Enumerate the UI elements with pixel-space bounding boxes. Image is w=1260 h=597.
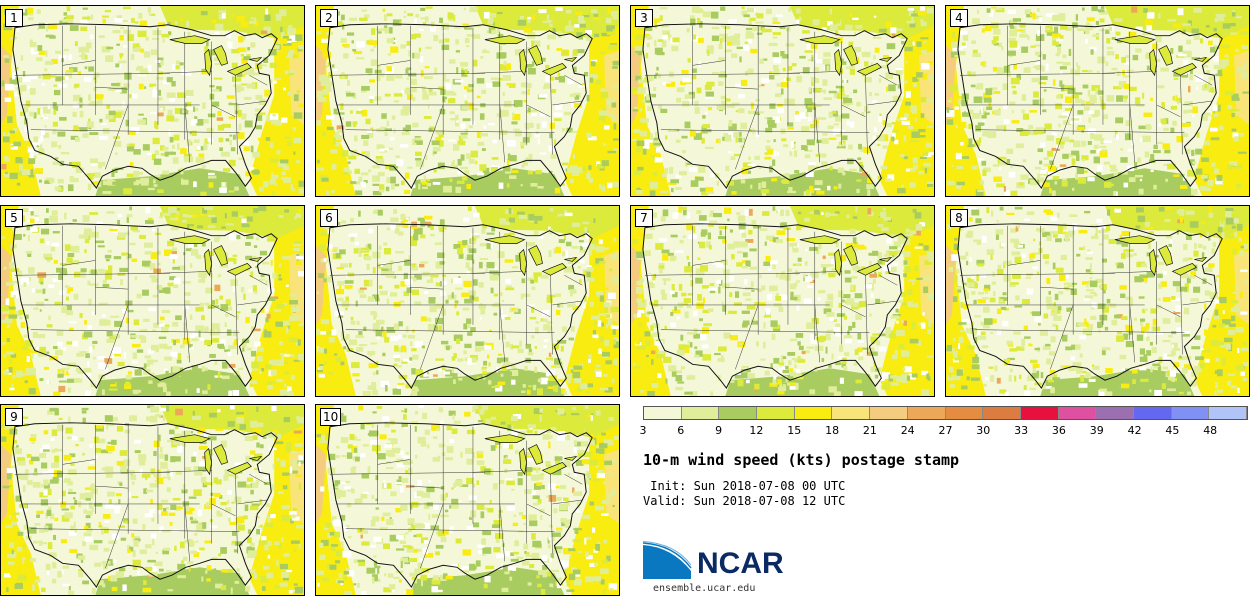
member-number-label: 9 — [5, 408, 23, 426]
colorbar-tick-label: 3 — [639, 424, 647, 437]
member-number-label: 1 — [5, 9, 23, 27]
colorbar-segment — [870, 407, 908, 419]
ensemble-member-panel: 9 — [0, 404, 305, 596]
colorbar-tick-label: 48 — [1203, 424, 1218, 437]
colorbar-segment — [1058, 407, 1097, 419]
wind-speed-map — [316, 6, 619, 196]
colorbar-segment — [681, 407, 720, 419]
ensemble-member-panel: 8 — [945, 205, 1250, 397]
colorbar-segment — [945, 407, 984, 419]
colorbar-tick-label: 9 — [715, 424, 723, 437]
colorbar-segment — [794, 407, 833, 419]
member-number-label: 7 — [635, 209, 653, 227]
plot-title: 10-m wind speed (kts) postage stamp — [643, 451, 960, 469]
colorbar-tick-label: 36 — [1051, 424, 1066, 437]
wind-speed-map — [946, 6, 1249, 196]
logo-wordmark: NCAR — [697, 547, 784, 580]
colorbar — [643, 406, 1248, 420]
member-number-label: 4 — [950, 9, 968, 27]
member-number-label: 3 — [635, 9, 653, 27]
wind-speed-map — [631, 206, 934, 396]
wind-speed-map — [316, 206, 619, 396]
member-number-label: 10 — [320, 408, 342, 426]
colorbar-tick-label: 6 — [677, 424, 685, 437]
colorbar-segment — [1209, 407, 1247, 419]
colorbar-segment — [832, 407, 871, 419]
colorbar-tick-label: 30 — [976, 424, 991, 437]
wind-speed-map — [316, 405, 619, 595]
ensemble-member-panel: 3 — [630, 5, 935, 197]
ensemble-member-panel: 7 — [630, 205, 935, 397]
colorbar-tick-label: 24 — [900, 424, 915, 437]
colorbar-segment — [1096, 407, 1134, 419]
ensemble-member-panel: 5 — [0, 205, 305, 397]
valid-time: Valid: Sun 2018-07-08 12 UTC — [643, 494, 846, 508]
colorbar-segment — [719, 407, 758, 419]
colorbar-tick-label: 45 — [1165, 424, 1180, 437]
init-time: Init: Sun 2018-07-08 00 UTC — [643, 479, 846, 493]
colorbar-segment — [983, 407, 1021, 419]
colorbar-tick-label: 39 — [1089, 424, 1104, 437]
colorbar-ticks: 3 6 9 12 15 18 21 24 27 30 33 36 39 42 45 48 — [639, 424, 1248, 440]
colorbar-segment — [757, 407, 795, 419]
member-number-label: 2 — [320, 9, 338, 27]
ensemble-member-panel: 2 — [315, 5, 620, 197]
ensemble-member-panel: 1 — [0, 5, 305, 197]
member-number-label: 8 — [950, 209, 968, 227]
colorbar-tick-label: 18 — [825, 424, 840, 437]
wind-speed-map — [631, 6, 934, 196]
wind-speed-map — [1, 206, 304, 396]
colorbar-tick-label: 33 — [1014, 424, 1029, 437]
colorbar-tick-label: 42 — [1127, 424, 1142, 437]
ensemble-member-panel: 4 — [945, 5, 1250, 197]
member-number-label: 6 — [320, 209, 338, 227]
ensemble-member-panel: 6 — [315, 205, 620, 397]
colorbar-tick-label: 15 — [787, 424, 802, 437]
colorbar-segment — [644, 407, 682, 419]
site-url[interactable]: ensemble.ucar.edu — [653, 583, 756, 594]
colorbar-tick-label: 12 — [749, 424, 764, 437]
member-number-label: 5 — [5, 209, 23, 227]
colorbar-segment — [907, 407, 946, 419]
colorbar-tick-label: 21 — [862, 424, 877, 437]
wind-speed-map — [1, 405, 304, 595]
colorbar-segment — [1171, 407, 1210, 419]
ncar-logo-icon — [642, 541, 692, 579]
colorbar-tick-label: 27 — [938, 424, 953, 437]
ensemble-member-panel: 10 — [315, 404, 620, 596]
colorbar-segment — [1020, 407, 1059, 419]
wind-speed-map — [946, 206, 1249, 396]
wind-speed-map — [1, 6, 304, 196]
colorbar-segment — [1133, 407, 1172, 419]
